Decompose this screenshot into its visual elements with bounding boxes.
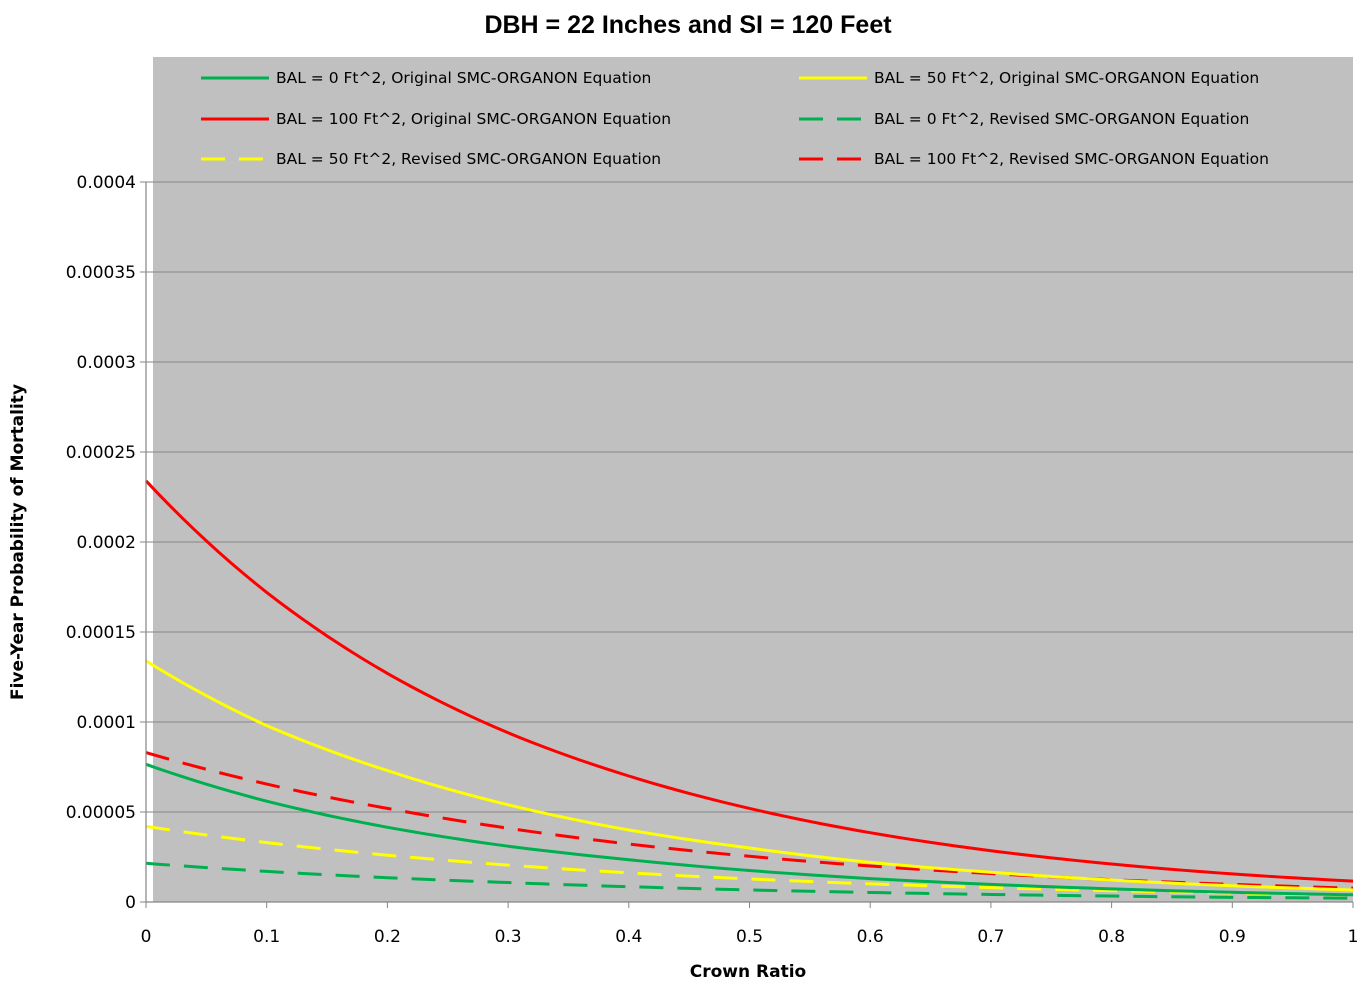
- legend-label: BAL = 0 Ft^2, Original SMC-ORGANON Equat…: [276, 69, 651, 87]
- series-line-4: [145, 861, 1354, 900]
- x-tick-label: 0.7: [977, 927, 1004, 947]
- y-tick-label: 0: [125, 893, 136, 913]
- x-tick-label: 0.3: [495, 927, 522, 947]
- legend-item-5: BAL = 50 Ft^2, Revised SMC-ORGANON Equat…: [201, 150, 661, 168]
- x-axis-title: Crown Ratio: [690, 962, 806, 982]
- x-tick-label: 0.5: [736, 927, 763, 947]
- legend-label: BAL = 0 Ft^2, Revised SMC-ORGANON Equati…: [874, 110, 1249, 128]
- legend: BAL = 0 Ft^2, Original SMC-ORGANON Equat…: [201, 69, 1269, 168]
- series-line-2: [145, 659, 1354, 892]
- legend-label: BAL = 100 Ft^2, Revised SMC-ORGANON Equa…: [874, 150, 1269, 168]
- x-tick-label: 1: [1348, 927, 1359, 947]
- x-tick-label: 0.8: [1098, 927, 1125, 947]
- legend-item-6: BAL = 100 Ft^2, Revised SMC-ORGANON Equa…: [799, 150, 1269, 168]
- y-tick-label: 0.0002: [77, 533, 136, 553]
- x-tick-label: 0.6: [857, 927, 884, 947]
- gridlines: [146, 181, 1353, 813]
- legend-item-2: BAL = 50 Ft^2, Original SMC-ORGANON Equa…: [799, 69, 1259, 87]
- series-line-1: [145, 762, 1354, 897]
- x-tick-label: 0.2: [374, 927, 401, 947]
- series-lines: [144, 479, 1354, 900]
- legend-item-3: BAL = 100 Ft^2, Original SMC-ORGANON Equ…: [201, 110, 671, 128]
- x-tick-labels: 0 0.1 0.2 0.3 0.4 0.5 0.6 0.7 0.8 0.9 1: [141, 902, 1359, 947]
- x-tick-label: 0: [141, 927, 152, 947]
- legend-item-1: BAL = 0 Ft^2, Original SMC-ORGANON Equat…: [201, 69, 651, 87]
- y-tick-label: 0.00005: [66, 803, 136, 823]
- legend-label: BAL = 100 Ft^2, Original SMC-ORGANON Equ…: [276, 110, 671, 128]
- legend-label: BAL = 50 Ft^2, Original SMC-ORGANON Equa…: [874, 69, 1259, 87]
- y-tick-label: 0.00015: [66, 623, 136, 643]
- series-line-3: [144, 479, 1354, 883]
- plot-area-background: [153, 57, 1353, 902]
- x-tick-label: 0.9: [1219, 927, 1246, 947]
- series-line-6: [145, 751, 1354, 890]
- legend-label: BAL = 50 Ft^2, Revised SMC-ORGANON Equat…: [276, 150, 661, 168]
- x-tick-label: 0.1: [253, 927, 280, 947]
- y-tick-label: 0.00025: [66, 443, 136, 463]
- legend-item-4: BAL = 0 Ft^2, Revised SMC-ORGANON Equati…: [799, 110, 1249, 128]
- y-tick-label: 0.0004: [77, 173, 136, 193]
- y-tick-label: 0.0001: [77, 713, 136, 733]
- x-tick-label: 0.4: [615, 927, 642, 947]
- y-tick-label: 0.0003: [77, 353, 136, 373]
- y-tick-label: 0.00035: [66, 263, 136, 283]
- y-axis-title: Five-Year Probability of Mortality: [8, 384, 28, 700]
- y-tick-labels: 0 0.00005 0.0001 0.00015 0.0002 0.00025 0.0003…: [66, 173, 146, 913]
- chart-title: DBH = 22 Inches and SI = 120 Feet: [484, 11, 892, 39]
